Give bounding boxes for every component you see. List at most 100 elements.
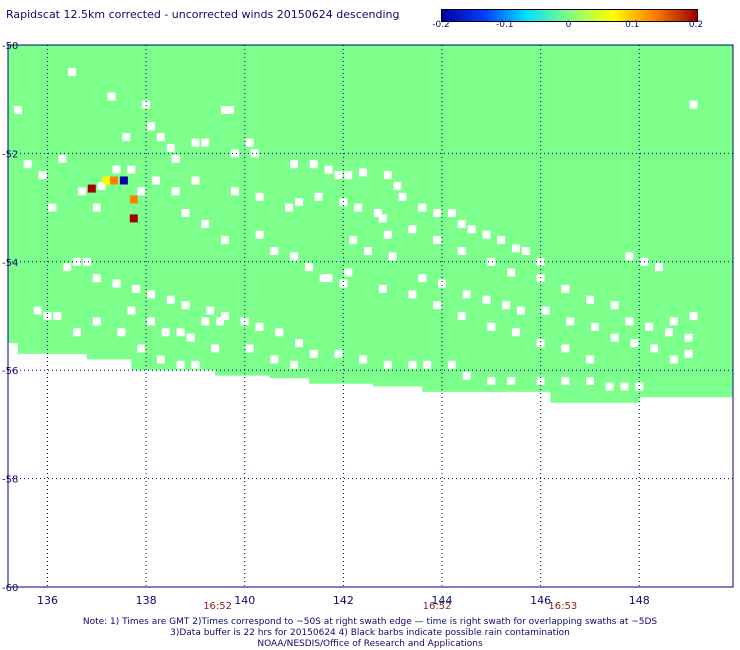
y-tick-label: -52 <box>2 149 18 160</box>
missing-data-cell <box>73 328 81 336</box>
missing-data-cell <box>448 361 456 369</box>
missing-data-cell <box>270 247 278 255</box>
missing-data-cell <box>201 220 209 228</box>
missing-data-cell <box>625 317 633 325</box>
missing-data-cell <box>433 209 441 217</box>
missing-data-cell <box>206 307 214 315</box>
missing-data-cell <box>384 231 392 239</box>
missing-data-cell <box>270 355 278 363</box>
missing-data-cell <box>172 187 180 195</box>
missing-data-cell <box>167 144 175 152</box>
missing-data-cell <box>625 252 633 260</box>
missing-data-cell <box>275 328 283 336</box>
missing-data-cell <box>226 106 234 114</box>
missing-data-cell <box>394 182 402 190</box>
missing-data-cell <box>191 361 199 369</box>
missing-data-cell <box>117 328 125 336</box>
missing-data-cell <box>285 204 293 212</box>
missing-data-cell <box>685 334 693 342</box>
missing-data-cell <box>423 361 431 369</box>
missing-data-cell <box>685 350 693 358</box>
x-tick-label: 148 <box>629 594 650 607</box>
missing-data-cell <box>256 323 264 331</box>
missing-data-cell <box>645 323 653 331</box>
missing-data-cell <box>482 231 490 239</box>
y-tick-label: -54 <box>2 258 18 269</box>
missing-data-cell <box>487 323 495 331</box>
missing-data-cell <box>611 334 619 342</box>
missing-data-cell <box>137 187 145 195</box>
missing-data-cell <box>482 296 490 304</box>
missing-data-cell <box>433 301 441 309</box>
missing-data-cell <box>310 160 318 168</box>
missing-data-cell <box>93 204 101 212</box>
missing-data-cell <box>561 377 569 385</box>
missing-data-cell <box>290 361 298 369</box>
missing-data-cell <box>78 187 86 195</box>
anomaly-cell <box>130 214 138 222</box>
missing-data-cell <box>53 312 61 320</box>
missing-data-cell <box>586 296 594 304</box>
missing-data-cell <box>670 317 678 325</box>
missing-data-cell <box>14 106 22 114</box>
missing-data-cell <box>438 280 446 288</box>
missing-data-cell <box>315 193 323 201</box>
anomaly-cell <box>88 185 96 193</box>
missing-data-cell <box>48 204 56 212</box>
missing-data-cell <box>256 193 264 201</box>
swath-time-label: 16:52 <box>203 601 232 612</box>
missing-data-cell <box>354 204 362 212</box>
y-tick-label: -60 <box>2 583 18 594</box>
missing-data-cell <box>172 155 180 163</box>
missing-data-cell <box>113 280 121 288</box>
anomaly-cell <box>110 177 118 185</box>
missing-data-cell <box>68 68 76 76</box>
missing-data-cell <box>586 377 594 385</box>
missing-data-cell <box>310 350 318 358</box>
missing-data-cell <box>63 263 71 271</box>
missing-data-cell <box>621 383 629 391</box>
missing-data-cell <box>389 252 397 260</box>
missing-data-cell <box>542 307 550 315</box>
missing-data-cell <box>507 377 515 385</box>
missing-data-cell <box>359 355 367 363</box>
missing-data-cell <box>399 193 407 201</box>
swath-time-label: 16:53 <box>548 601 577 612</box>
missing-data-cell <box>108 93 116 101</box>
data-coverage-area <box>8 45 733 403</box>
missing-data-cell <box>344 269 352 277</box>
missing-data-cell <box>251 149 259 157</box>
missing-data-cell <box>182 209 190 217</box>
missing-data-cell <box>364 247 372 255</box>
anomaly-cell <box>103 177 111 185</box>
missing-data-cell <box>320 274 328 282</box>
missing-data-cell <box>611 301 619 309</box>
missing-data-cell <box>58 155 66 163</box>
missing-data-cell <box>157 355 165 363</box>
missing-data-cell <box>468 225 476 233</box>
missing-data-cell <box>650 345 658 353</box>
footnote-1: Note: 1) Times are GMT 2)Times correspon… <box>0 617 740 627</box>
missing-data-cell <box>290 160 298 168</box>
missing-data-cell <box>537 274 545 282</box>
missing-data-cell <box>512 328 520 336</box>
missing-data-cell <box>167 296 175 304</box>
missing-data-cell <box>334 171 342 179</box>
missing-data-cell <box>418 204 426 212</box>
missing-data-cell <box>502 301 510 309</box>
missing-data-cell <box>305 263 313 271</box>
missing-data-cell <box>384 171 392 179</box>
missing-data-cell <box>256 231 264 239</box>
missing-data-cell <box>132 285 140 293</box>
missing-data-cell <box>379 285 387 293</box>
missing-data-cell <box>458 220 466 228</box>
missing-data-cell <box>463 372 471 380</box>
missing-data-cell <box>122 133 130 141</box>
missing-data-cell <box>591 323 599 331</box>
missing-data-cell <box>187 334 195 342</box>
y-tick-label: -56 <box>2 366 18 377</box>
missing-data-cell <box>113 166 121 174</box>
anomaly-cell <box>120 177 128 185</box>
missing-data-cell <box>231 187 239 195</box>
missing-data-cell <box>561 285 569 293</box>
